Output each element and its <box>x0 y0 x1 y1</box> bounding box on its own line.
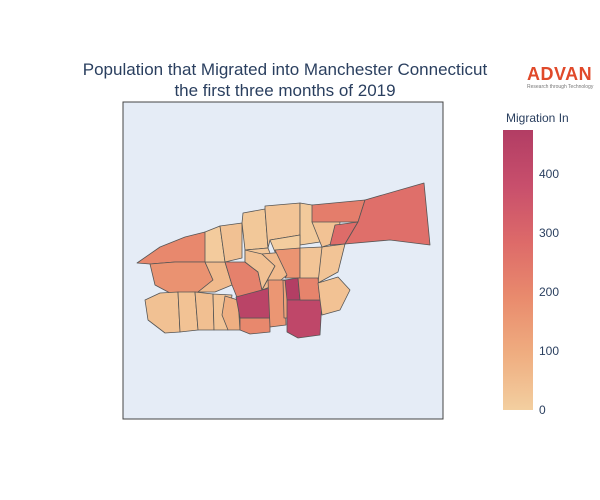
title-line-1: Population that Migrated into Manchester… <box>82 60 488 79</box>
region-s-center-c <box>267 279 287 328</box>
region-c-mid-b <box>274 247 301 279</box>
colorbar-title: Migration In <box>506 111 569 125</box>
colorbar-tick-400: 400 <box>539 167 560 182</box>
region-ne-mid <box>311 199 366 223</box>
region-sw-c <box>194 291 215 331</box>
region-s-east-b <box>317 276 351 316</box>
region-s-center-a <box>239 317 271 335</box>
region-nw-block-a <box>219 222 243 263</box>
logo-name: ADVAN <box>527 64 593 84</box>
region-s-center-e <box>284 277 301 301</box>
advan-logo: ADVAN Research through Technology <box>527 64 595 91</box>
colorbar-tick-200: 200 <box>539 285 560 300</box>
region-s-center-f <box>286 299 323 339</box>
chart-title: Population that Migrated into Manchester… <box>20 59 550 101</box>
colorbar-tick-300: 300 <box>539 226 560 241</box>
colorbar-tick-100: 100 <box>539 344 560 359</box>
logo-tagline: Research through Technology <box>527 84 594 90</box>
region-nw-block-b <box>241 208 269 251</box>
region-sw-b <box>177 291 199 333</box>
colorbar-tick-0: 0 <box>539 403 546 417</box>
region-layer <box>136 182 431 339</box>
region-s-east-a <box>297 277 321 301</box>
title-line-2: the first three months of 2019 <box>174 81 396 100</box>
region-sw-e <box>221 295 241 331</box>
colorbar <box>503 130 533 410</box>
